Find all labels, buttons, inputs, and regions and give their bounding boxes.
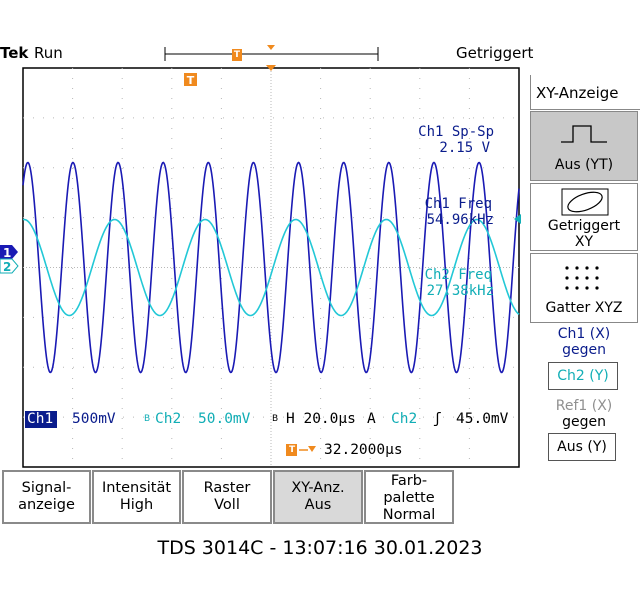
ch2-marker-label: 2 bbox=[3, 260, 11, 274]
trigger-t-label: T bbox=[187, 74, 195, 87]
trigger-source: Ch2 bbox=[391, 411, 417, 427]
ch1-marker-label: 1 bbox=[3, 246, 11, 260]
ref1-x-against-label: Ref1 (X) gegen bbox=[530, 398, 638, 430]
softkey-waveform-display[interactable]: Signal- anzeige bbox=[2, 470, 91, 524]
instrument-footer: TDS 3014C - 13:07:16 30.01.2023 bbox=[0, 537, 640, 559]
trigger-slope-icon: ʃ bbox=[433, 411, 442, 427]
trigger-mode: A bbox=[367, 411, 376, 427]
trigger-level: 45.0mV bbox=[456, 411, 508, 427]
ch2-scale: 50.0mV bbox=[198, 411, 250, 427]
ch1-y-source-button[interactable]: Ch2 (Y) bbox=[548, 362, 618, 390]
triggered-xy-button[interactable]: Getriggert XY bbox=[530, 183, 638, 251]
yt-pulse-icon bbox=[559, 122, 611, 146]
softkey-intensity[interactable]: Intensität High bbox=[92, 470, 181, 524]
softkey-graticule[interactable]: Raster Voll bbox=[182, 470, 272, 524]
xy-off-yt-button[interactable]: Aus (YT) bbox=[530, 111, 638, 181]
softkey-color-palette[interactable]: Farb- palette Normal bbox=[364, 470, 454, 524]
softkey-xy-display[interactable]: XY-Anz. Aus bbox=[273, 470, 363, 524]
ch1-freq-value: 54.96kHz bbox=[427, 212, 494, 228]
horiz-bw-icon: B bbox=[272, 414, 278, 424]
ch1-pkpk-value: 2.15 V bbox=[439, 140, 490, 156]
trigger-position: 32.2000µs bbox=[324, 442, 403, 458]
side-menu-title: XY-Anzeige bbox=[536, 84, 619, 102]
trigger-offset-arrow-icon bbox=[298, 444, 318, 456]
ch1-pkpk-label: Ch1 Sp-Sp bbox=[418, 124, 494, 140]
ch2-freq-label: Ch2 Freq bbox=[425, 267, 492, 283]
side-menu-header: XY-Anzeige bbox=[530, 75, 640, 110]
ch1-label: Ch1 bbox=[27, 411, 53, 427]
ch1-freq-label: Ch1 Freq bbox=[425, 196, 492, 212]
ch1-x-against-label: Ch1 (X) gegen bbox=[530, 326, 638, 358]
ch1-scale: 500mV bbox=[72, 411, 116, 427]
ch2-freq-value: 27.38kHz bbox=[427, 283, 494, 299]
ch2-bw-icon: B bbox=[144, 414, 150, 424]
dot-grid-icon bbox=[563, 264, 607, 292]
ch2-trigger-level-marker bbox=[514, 214, 521, 224]
xy-ellipse-icon bbox=[561, 188, 611, 216]
gated-xyz-button[interactable]: Gatter XYZ bbox=[530, 253, 638, 323]
ref1-y-source-button[interactable]: Aus (Y) bbox=[548, 433, 616, 461]
horizontal-scale: H 20.0µs bbox=[286, 411, 356, 427]
ch2-label: Ch2 bbox=[155, 411, 181, 427]
